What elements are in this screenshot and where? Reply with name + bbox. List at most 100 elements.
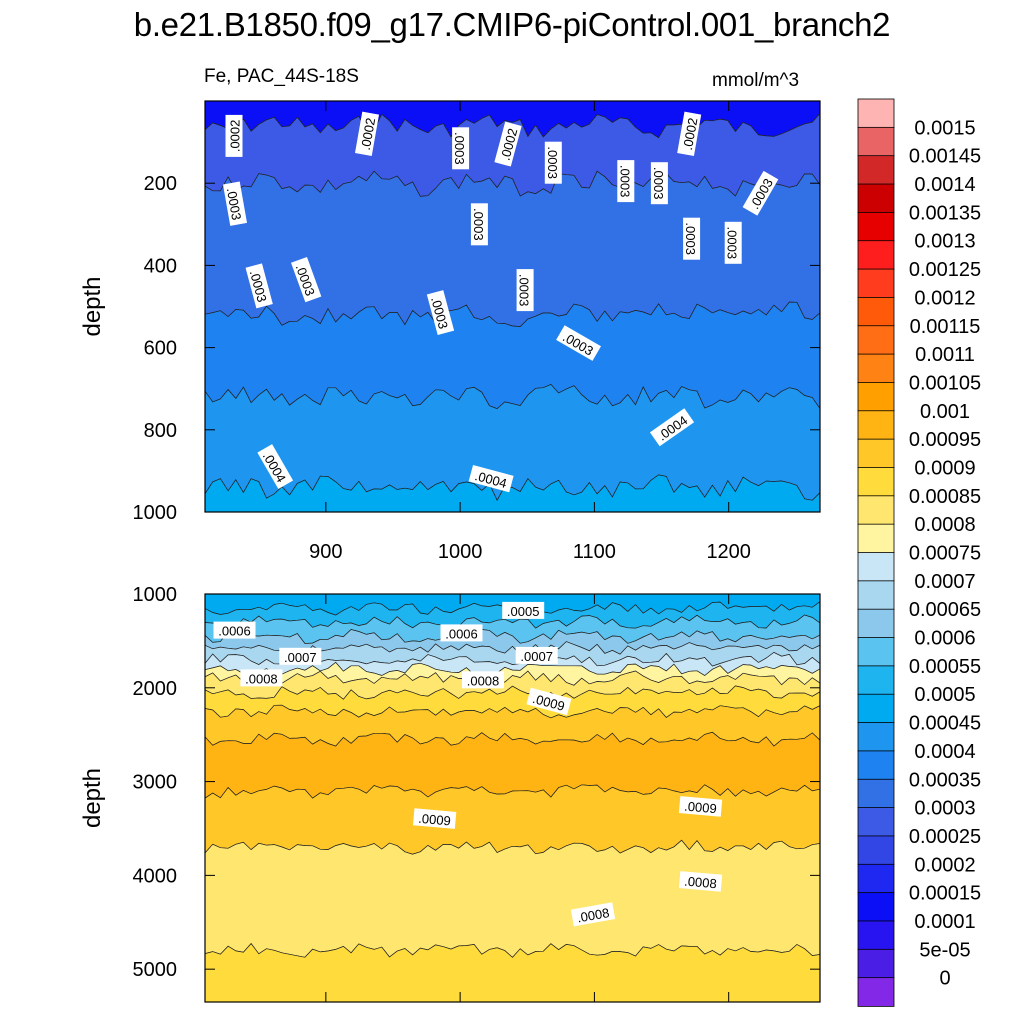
colorbar-label: 0.0004: [914, 741, 975, 763]
contour-label: .0007: [279, 647, 322, 665]
contour-label: .0003: [452, 127, 470, 170]
contour-label: .0003: [650, 162, 668, 205]
colorbar-swatch: [857, 523, 895, 554]
contour-label-box: [677, 111, 702, 156]
contour-label-box: [452, 127, 470, 170]
contour-label: .0003: [617, 160, 635, 203]
contour-label-text: .0005: [507, 604, 540, 619]
colorbar-swatch: [857, 835, 895, 866]
colorbar-label: 0.0007: [914, 571, 975, 593]
colorbar-label: 0.0005: [914, 684, 975, 706]
contour-label: .0003: [544, 141, 562, 184]
contour-label: .0002: [354, 111, 380, 156]
contour-label-text: .0003: [545, 146, 560, 179]
contour-label: .0006: [440, 624, 483, 642]
contour-label: .0008: [570, 902, 616, 927]
colorbar-label: 0.0006: [914, 628, 975, 650]
contour-band: [205, 839, 820, 958]
colorbar-label: 0.0012: [914, 287, 975, 309]
contour-label-text: .0003: [725, 227, 740, 260]
colorbar-swatch: [857, 608, 895, 639]
colorbar-label: 0.00085: [909, 486, 981, 508]
contour-label-box: [291, 256, 322, 303]
colorbar-label: 0.00035: [909, 769, 981, 791]
contour-label-box: [354, 111, 380, 156]
y-axis-title: depth: [79, 276, 106, 336]
colorbar-swatch: [857, 353, 895, 384]
contour-label-text: .0008: [467, 673, 500, 688]
colorbar-swatch: [857, 977, 895, 1007]
colorbar-swatch: [857, 552, 895, 582]
contour-label: .0003: [683, 217, 701, 260]
colorbar-label: 0.00125: [909, 259, 981, 281]
contour-label-box: [556, 325, 601, 361]
colorbar-swatch: [857, 211, 895, 242]
colorbar-label: 0.0011: [915, 344, 975, 366]
contour-band: [205, 943, 820, 1002]
colorbar-swatch: [857, 240, 895, 270]
contour-label: .0007: [515, 646, 558, 664]
y-tick-label: 3000: [133, 772, 178, 794]
contour-label: .0006: [213, 621, 256, 639]
contour-label: .0005: [502, 601, 545, 619]
contour-label-text: .0002: [680, 117, 700, 152]
x-tick-label: 1100: [573, 541, 616, 563]
contour-label-text: .0003: [683, 222, 698, 255]
contour-label-box: [683, 217, 701, 260]
y-tick-label: 1000: [133, 502, 178, 524]
contour-label-text: .0002: [228, 120, 243, 153]
contour-label-box: [526, 687, 572, 716]
colorbar-label: 0.00045: [909, 713, 981, 735]
contour-band: [205, 474, 820, 512]
contour-label-box: [502, 601, 545, 619]
contour-label-box: [544, 141, 562, 184]
contour-label-box: [225, 114, 243, 157]
colorbar-swatch: [857, 580, 895, 610]
contour-label: .0008: [462, 671, 504, 689]
contour-label-box: [222, 181, 248, 226]
contour-label: .0008: [678, 871, 723, 892]
contour-label-box: [724, 221, 742, 264]
colorbar-swatch: [857, 750, 895, 781]
colorbar-swatch: [857, 948, 895, 979]
contour-label-text: .0009: [684, 799, 718, 817]
colorbar-swatch: [857, 98, 895, 129]
colorbar-swatch: [857, 183, 895, 214]
y-tick-label: 5000: [133, 959, 178, 981]
contour-label-box: [257, 444, 294, 489]
contour-label-text: .0007: [284, 650, 317, 665]
contour-label-text: .0002: [358, 117, 378, 152]
colorbar-label: 0.0008: [914, 514, 975, 536]
colorbar-label: 0.001: [920, 401, 970, 423]
contour-label-box: [470, 203, 488, 246]
contour-label-box: [468, 464, 514, 493]
contour-label-box: [213, 621, 256, 639]
y-tick-label: 1000: [133, 584, 178, 606]
contour-label-box: [570, 902, 616, 927]
upper-contour-panel: 200 400 600 800 1000 900 1000 1100 1200 depth .000…: [79, 100, 821, 563]
plot-frame: [204, 100, 821, 513]
contour-label-text: .0003: [224, 187, 244, 222]
contour-label-box: [515, 646, 558, 664]
colorbar-label: 0.00105: [909, 372, 981, 394]
contour-label-text: .0006: [445, 626, 478, 641]
contour-label: .0008: [240, 669, 283, 687]
colorbar-label: 0.00135: [909, 202, 981, 224]
contour-label-box: [426, 290, 455, 336]
contour-label: .0003: [470, 203, 488, 246]
contour-label-box: [279, 647, 322, 665]
colorbar-swatch: [857, 126, 895, 157]
colorbar: 0.0015 0.00145 0.0014 0.00135 0.0013 0.00125 0…: [857, 98, 981, 1007]
contour-label-text: .0003: [517, 274, 532, 307]
colorbar-label: 0.00025: [909, 826, 981, 848]
contour-label: .0009: [678, 796, 723, 817]
y-tick-label: 200: [144, 173, 177, 195]
colorbar-swatch: [857, 892, 895, 922]
y-axis-title: depth: [79, 768, 106, 828]
contour-label-text: .0009: [418, 811, 452, 829]
page-title: b.e21.B1850.f09_g17.CMIP6-piControl.001_…: [133, 6, 891, 43]
colorbar-swatch: [857, 297, 895, 327]
colorbar-swatch: [857, 863, 895, 894]
lower-contour-panel: 1000 2000 3000 4000 5000 depth .0005 .0006 .0006…: [79, 584, 821, 1003]
colorbar-label: 0.0013: [914, 231, 975, 253]
